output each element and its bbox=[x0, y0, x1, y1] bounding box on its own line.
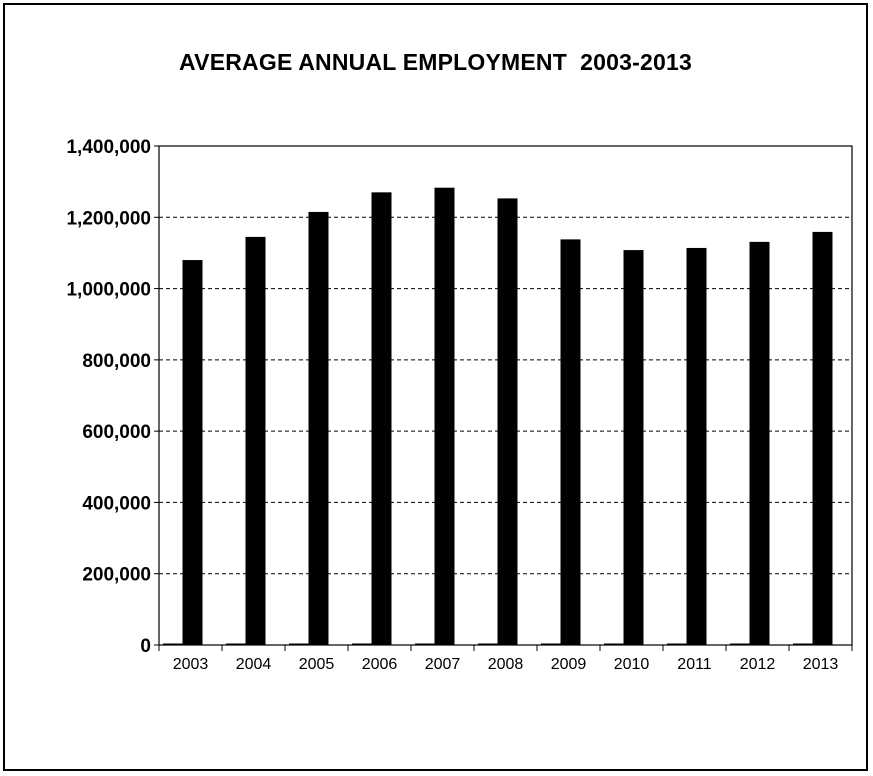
x-tick-label: 2007 bbox=[425, 656, 461, 673]
chart-title: AVERAGE ANNUAL EMPLOYMENT 2003-2013 bbox=[179, 49, 692, 75]
bar-2004 bbox=[245, 236, 266, 645]
bars bbox=[163, 187, 833, 646]
y-tick-label: 200,000 bbox=[82, 565, 151, 586]
y-tick-label: 1,400,000 bbox=[66, 137, 151, 158]
x-axis-tick-labels: 2003 2004 2005 2006 2007 2008 2009 2010 2011 2012… bbox=[173, 656, 839, 673]
bar-2010 bbox=[623, 250, 644, 645]
x-tick-label: 2010 bbox=[614, 656, 650, 673]
bar-2005 bbox=[308, 211, 329, 646]
x-tick-label: 2005 bbox=[299, 656, 335, 673]
plot-area-border bbox=[158, 145, 853, 646]
x-tick-label: 2004 bbox=[236, 656, 272, 673]
y-tick-label: 1,200,000 bbox=[66, 208, 151, 229]
bar-2012 bbox=[749, 241, 770, 646]
bar-2013 bbox=[812, 231, 833, 645]
bar-2006 bbox=[371, 192, 392, 646]
x-tick-label: 2013 bbox=[803, 656, 839, 673]
x-tick-label: 2009 bbox=[551, 656, 587, 673]
y-tick-label: 600,000 bbox=[82, 422, 151, 443]
x-tick-label: 2008 bbox=[488, 656, 524, 673]
bar-2011 bbox=[686, 247, 707, 645]
y-tick-label: 1,000,000 bbox=[66, 280, 151, 301]
x-tick-label: 2003 bbox=[173, 656, 209, 673]
bar-2007 bbox=[434, 187, 455, 645]
axes bbox=[154, 145, 853, 651]
y-tick-label: 800,000 bbox=[82, 351, 151, 372]
y-axis-tick-labels: 0 200,000 400,000 600,000 800,000 1,000,000 1,… bbox=[66, 137, 151, 657]
bar-2008 bbox=[497, 198, 518, 645]
x-tick-label: 2006 bbox=[362, 656, 398, 673]
bar-2009 bbox=[560, 239, 581, 646]
bar-2003 bbox=[182, 260, 203, 645]
x-tick-label: 2011 bbox=[677, 656, 712, 673]
x-tick-label: 2012 bbox=[740, 656, 776, 673]
y-tick-label: 0 bbox=[140, 636, 151, 657]
y-tick-label: 400,000 bbox=[82, 493, 151, 514]
